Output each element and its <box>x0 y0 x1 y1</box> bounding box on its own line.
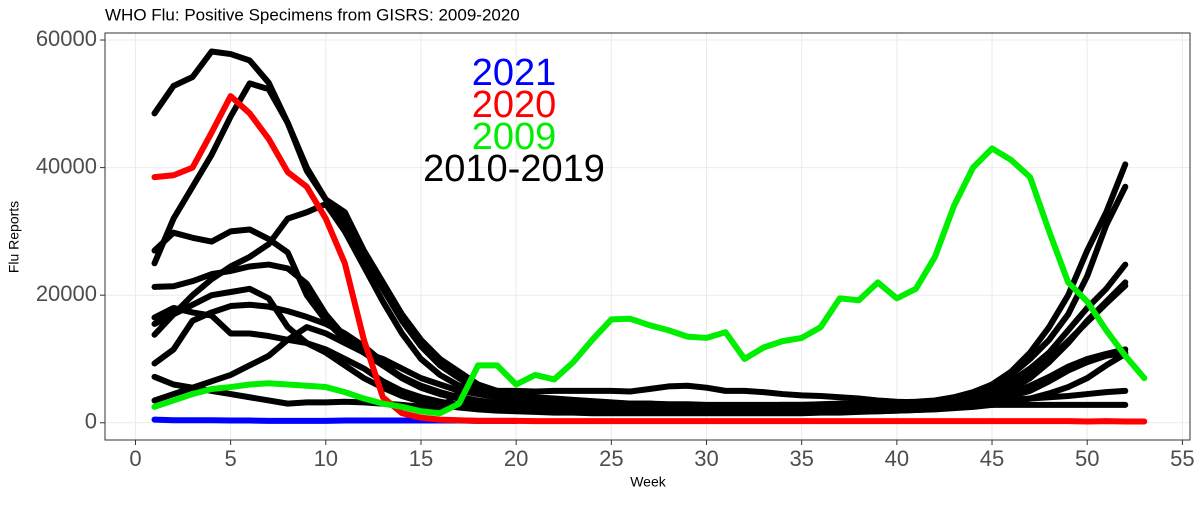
y-tick-label: 40000 <box>36 153 97 178</box>
series-line <box>151 324 1129 408</box>
legend-label: 2021 <box>472 52 557 94</box>
x-tick-label: 55 <box>1170 446 1194 471</box>
x-tick-label: 10 <box>314 446 338 471</box>
x-tick-label: 35 <box>789 446 813 471</box>
y-tick-label: 60000 <box>36 26 97 51</box>
series-line <box>151 48 1129 414</box>
x-tick-label: 45 <box>980 446 1004 471</box>
series-line <box>151 80 1129 409</box>
x-tick-label: 40 <box>885 446 909 471</box>
legend-label: 2020 <box>472 84 557 126</box>
y-axis-label: Flu Reports <box>6 201 22 273</box>
x-tick-label: 30 <box>694 446 718 471</box>
x-tick-label: 20 <box>504 446 528 471</box>
plot-border <box>104 32 1191 441</box>
chart-title: WHO Flu: Positive Specimens from GISRS: … <box>105 5 520 24</box>
series-line <box>151 373 1129 412</box>
x-tick-label: 5 <box>225 446 237 471</box>
series-line <box>151 93 1148 425</box>
legend-label: 2009 <box>472 116 557 158</box>
x-tick-label: 25 <box>599 446 623 471</box>
x-tick-label: 15 <box>409 446 433 471</box>
x-tick-label: 0 <box>129 446 141 471</box>
legend-label: 2010-2019 <box>423 148 605 190</box>
y-tick-label: 20000 <box>36 281 97 306</box>
series-line <box>151 200 1129 411</box>
series-line <box>151 145 1148 417</box>
y-tick-label: 0 <box>85 409 97 434</box>
x-tick-label: 50 <box>1075 446 1099 471</box>
x-axis-label: Week <box>630 474 667 490</box>
